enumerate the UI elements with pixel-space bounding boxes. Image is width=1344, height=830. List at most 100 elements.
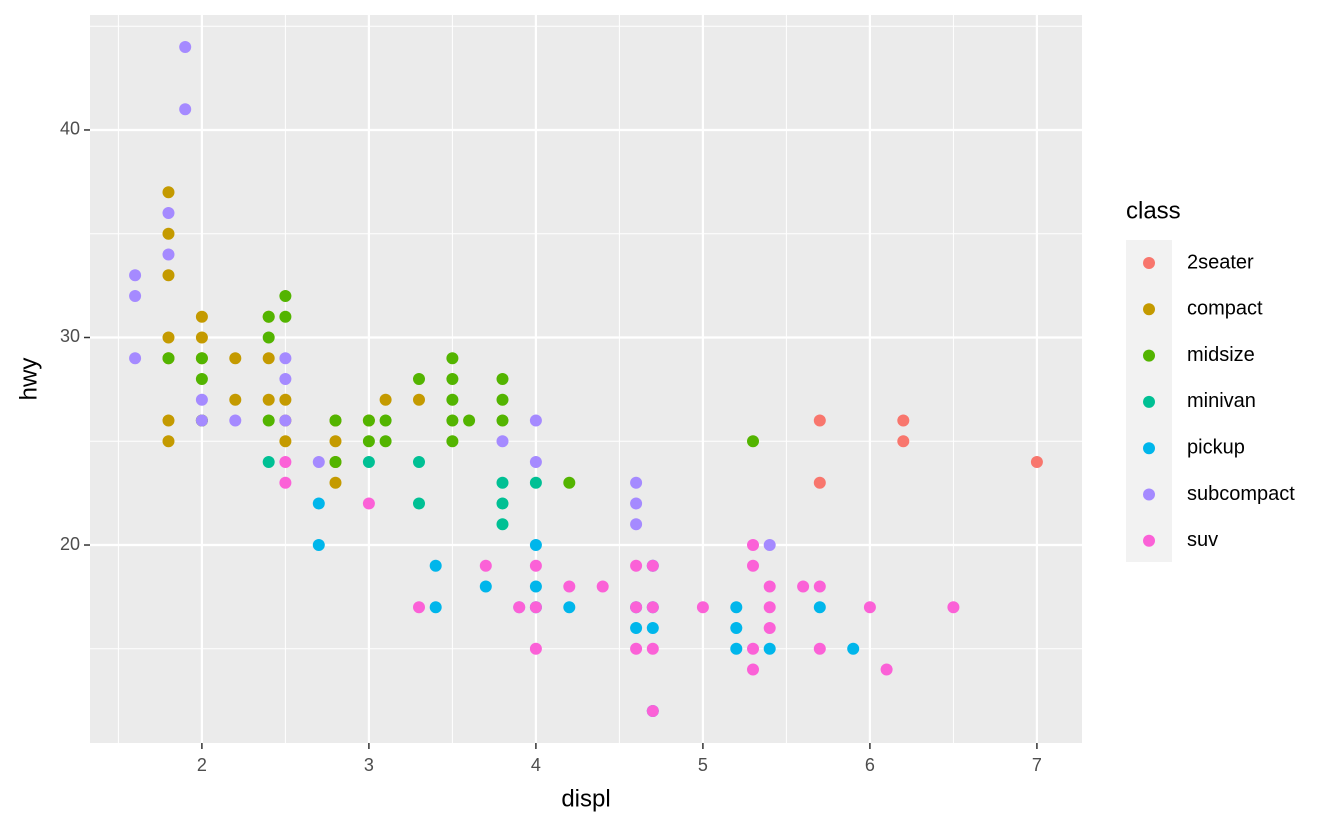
point	[747, 435, 760, 448]
point	[630, 518, 643, 531]
point	[279, 373, 292, 385]
point	[362, 414, 375, 427]
point	[312, 539, 325, 552]
point	[412, 456, 425, 469]
point	[596, 580, 609, 593]
point	[496, 435, 509, 448]
point	[763, 539, 776, 552]
point	[412, 601, 425, 614]
point	[630, 497, 643, 510]
point	[195, 393, 208, 406]
point	[312, 497, 325, 510]
point	[747, 559, 760, 572]
point	[412, 373, 425, 385]
point	[195, 331, 208, 344]
point	[262, 331, 275, 344]
point	[279, 476, 292, 489]
legend-label: compact	[1187, 298, 1263, 320]
point	[195, 373, 208, 385]
point	[279, 393, 292, 406]
point	[479, 580, 492, 593]
point	[797, 580, 810, 593]
point	[463, 414, 476, 427]
point	[813, 642, 826, 655]
point	[446, 352, 459, 365]
point	[162, 206, 175, 219]
point	[262, 393, 275, 406]
point	[563, 580, 576, 593]
point	[229, 414, 242, 427]
point	[1030, 456, 1043, 469]
point	[446, 393, 459, 406]
legend-key	[1143, 534, 1155, 547]
x-tick-label: 7	[1032, 755, 1042, 775]
point	[262, 310, 275, 323]
point	[379, 414, 392, 427]
point	[529, 559, 542, 572]
point	[529, 642, 542, 655]
point	[379, 435, 392, 448]
y-tick-label: 20	[60, 534, 80, 554]
point	[279, 435, 292, 448]
legend-key	[1143, 395, 1155, 408]
point	[279, 310, 292, 323]
point	[195, 414, 208, 427]
point	[496, 373, 509, 385]
point	[446, 414, 459, 427]
point	[813, 476, 826, 489]
legend-key	[1143, 442, 1155, 455]
legend-label: midsize	[1187, 344, 1255, 366]
point	[179, 40, 192, 53]
point	[162, 435, 175, 448]
point	[279, 289, 292, 302]
point	[730, 622, 743, 635]
point	[312, 456, 325, 469]
point	[947, 601, 960, 614]
legend-label: subcompact	[1187, 483, 1295, 505]
point	[763, 601, 776, 614]
point	[897, 435, 910, 448]
point	[162, 186, 175, 199]
x-tick-label: 2	[197, 755, 207, 775]
legend-key	[1143, 488, 1155, 501]
legend-label: suv	[1187, 529, 1218, 551]
point	[813, 601, 826, 614]
point	[897, 414, 910, 427]
legend-label: 2seater	[1187, 251, 1254, 273]
point	[813, 580, 826, 593]
point	[529, 414, 542, 427]
point	[162, 352, 175, 365]
point	[329, 414, 342, 427]
legend-title: class	[1126, 197, 1181, 224]
point	[496, 497, 509, 510]
point	[329, 476, 342, 489]
legend-label: minivan	[1187, 390, 1256, 412]
point	[329, 435, 342, 448]
legend-key	[1143, 349, 1155, 362]
point	[646, 559, 659, 572]
point	[129, 269, 142, 282]
point	[446, 373, 459, 385]
point	[646, 601, 659, 614]
point	[429, 601, 442, 614]
point	[747, 642, 760, 655]
point	[747, 539, 760, 552]
point	[880, 663, 893, 676]
point	[646, 622, 659, 635]
x-tick-label: 4	[531, 755, 541, 775]
point	[379, 393, 392, 406]
point	[162, 414, 175, 427]
point	[563, 476, 576, 489]
y-axis-label: hwy	[15, 358, 42, 401]
point	[529, 476, 542, 489]
x-tick-label: 6	[865, 755, 875, 775]
point	[847, 642, 860, 655]
y-tick-label: 40	[60, 119, 80, 139]
point	[730, 601, 743, 614]
point	[195, 310, 208, 323]
legend-key	[1143, 257, 1155, 269]
point	[162, 227, 175, 240]
point	[329, 456, 342, 469]
point	[630, 476, 643, 489]
